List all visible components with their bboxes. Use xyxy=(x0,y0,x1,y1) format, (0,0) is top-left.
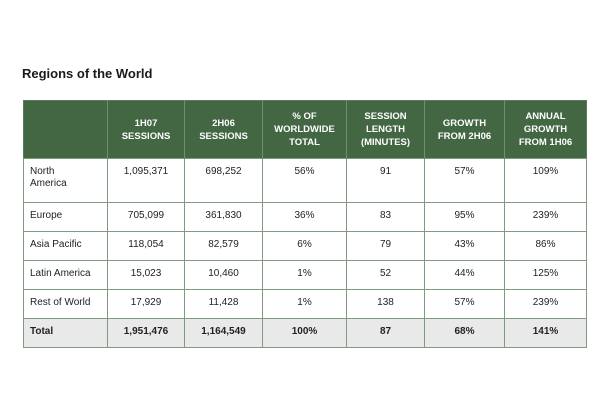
cell-annual: 239% xyxy=(504,289,587,319)
cell-growth: 95% xyxy=(424,202,505,232)
cell-total-2h06: 1,164,549 xyxy=(184,318,263,348)
regions-table: 1H07 SESSIONS 2H06 SESSIONS % OF WORLDWI… xyxy=(23,100,587,348)
header-2h06-sessions: 2H06 SESSIONS xyxy=(184,100,263,159)
cell-growth: 57% xyxy=(424,158,505,203)
table-row: Rest of World 17,929 11,428 1% 138 57% 2… xyxy=(23,289,587,319)
cell-share: 1% xyxy=(262,260,347,290)
header-worldwide-total: % OF WORLDWIDE TOTAL xyxy=(262,100,347,159)
cell-length: 138 xyxy=(346,289,425,319)
cell-length: 52 xyxy=(346,260,425,290)
cell-2h06: 82,579 xyxy=(184,231,263,261)
cell-growth: 43% xyxy=(424,231,505,261)
table-total-row: Total 1,951,476 1,164,549 100% 87 68% 14… xyxy=(23,318,587,348)
cell-region: Europe xyxy=(23,202,108,232)
cell-2h06: 11,428 xyxy=(184,289,263,319)
cell-total-share: 100% xyxy=(262,318,347,348)
cell-total-growth: 68% xyxy=(424,318,505,348)
cell-total-annual: 141% xyxy=(504,318,587,348)
cell-annual: 239% xyxy=(504,202,587,232)
table-header-row: 1H07 SESSIONS 2H06 SESSIONS % OF WORLDWI… xyxy=(23,100,587,159)
cell-1h07: 15,023 xyxy=(107,260,185,290)
cell-total-length: 87 xyxy=(346,318,425,348)
cell-1h07: 705,099 xyxy=(107,202,185,232)
cell-2h06: 10,460 xyxy=(184,260,263,290)
header-growth-2h06: GROWTH FROM 2H06 xyxy=(424,100,505,159)
cell-length: 79 xyxy=(346,231,425,261)
table-row: Europe 705,099 361,830 36% 83 95% 239% xyxy=(23,202,587,232)
cell-length: 83 xyxy=(346,202,425,232)
cell-region: North America xyxy=(23,158,108,203)
cell-annual: 86% xyxy=(504,231,587,261)
header-1h07-sessions: 1H07 SESSIONS xyxy=(107,100,185,159)
cell-2h06: 698,252 xyxy=(184,158,263,203)
cell-2h06: 361,830 xyxy=(184,202,263,232)
cell-share: 56% xyxy=(262,158,347,203)
table-row: North America 1,095,371 698,252 56% 91 5… xyxy=(23,158,587,203)
table-row: Asia Pacific 118,054 82,579 6% 79 43% 86… xyxy=(23,231,587,261)
cell-1h07: 17,929 xyxy=(107,289,185,319)
header-region xyxy=(23,100,108,159)
cell-annual: 125% xyxy=(504,260,587,290)
cell-region: Rest of World xyxy=(23,289,108,319)
cell-share: 6% xyxy=(262,231,347,261)
page-title: Regions of the World xyxy=(22,66,153,81)
cell-length: 91 xyxy=(346,158,425,203)
cell-total-label: Total xyxy=(23,318,108,348)
cell-growth: 44% xyxy=(424,260,505,290)
table-row: Latin America 15,023 10,460 1% 52 44% 12… xyxy=(23,260,587,290)
cell-1h07: 1,095,371 xyxy=(107,158,185,203)
cell-share: 36% xyxy=(262,202,347,232)
cell-region: Latin America xyxy=(23,260,108,290)
cell-total-1h07: 1,951,476 xyxy=(107,318,185,348)
cell-region: Asia Pacific xyxy=(23,231,108,261)
header-session-length: SESSION LENGTH (MINUTES) xyxy=(346,100,425,159)
cell-annual: 109% xyxy=(504,158,587,203)
cell-share: 1% xyxy=(262,289,347,319)
header-annual-growth: ANNUAL GROWTH FROM 1H06 xyxy=(504,100,587,159)
cell-1h07: 118,054 xyxy=(107,231,185,261)
cell-growth: 57% xyxy=(424,289,505,319)
